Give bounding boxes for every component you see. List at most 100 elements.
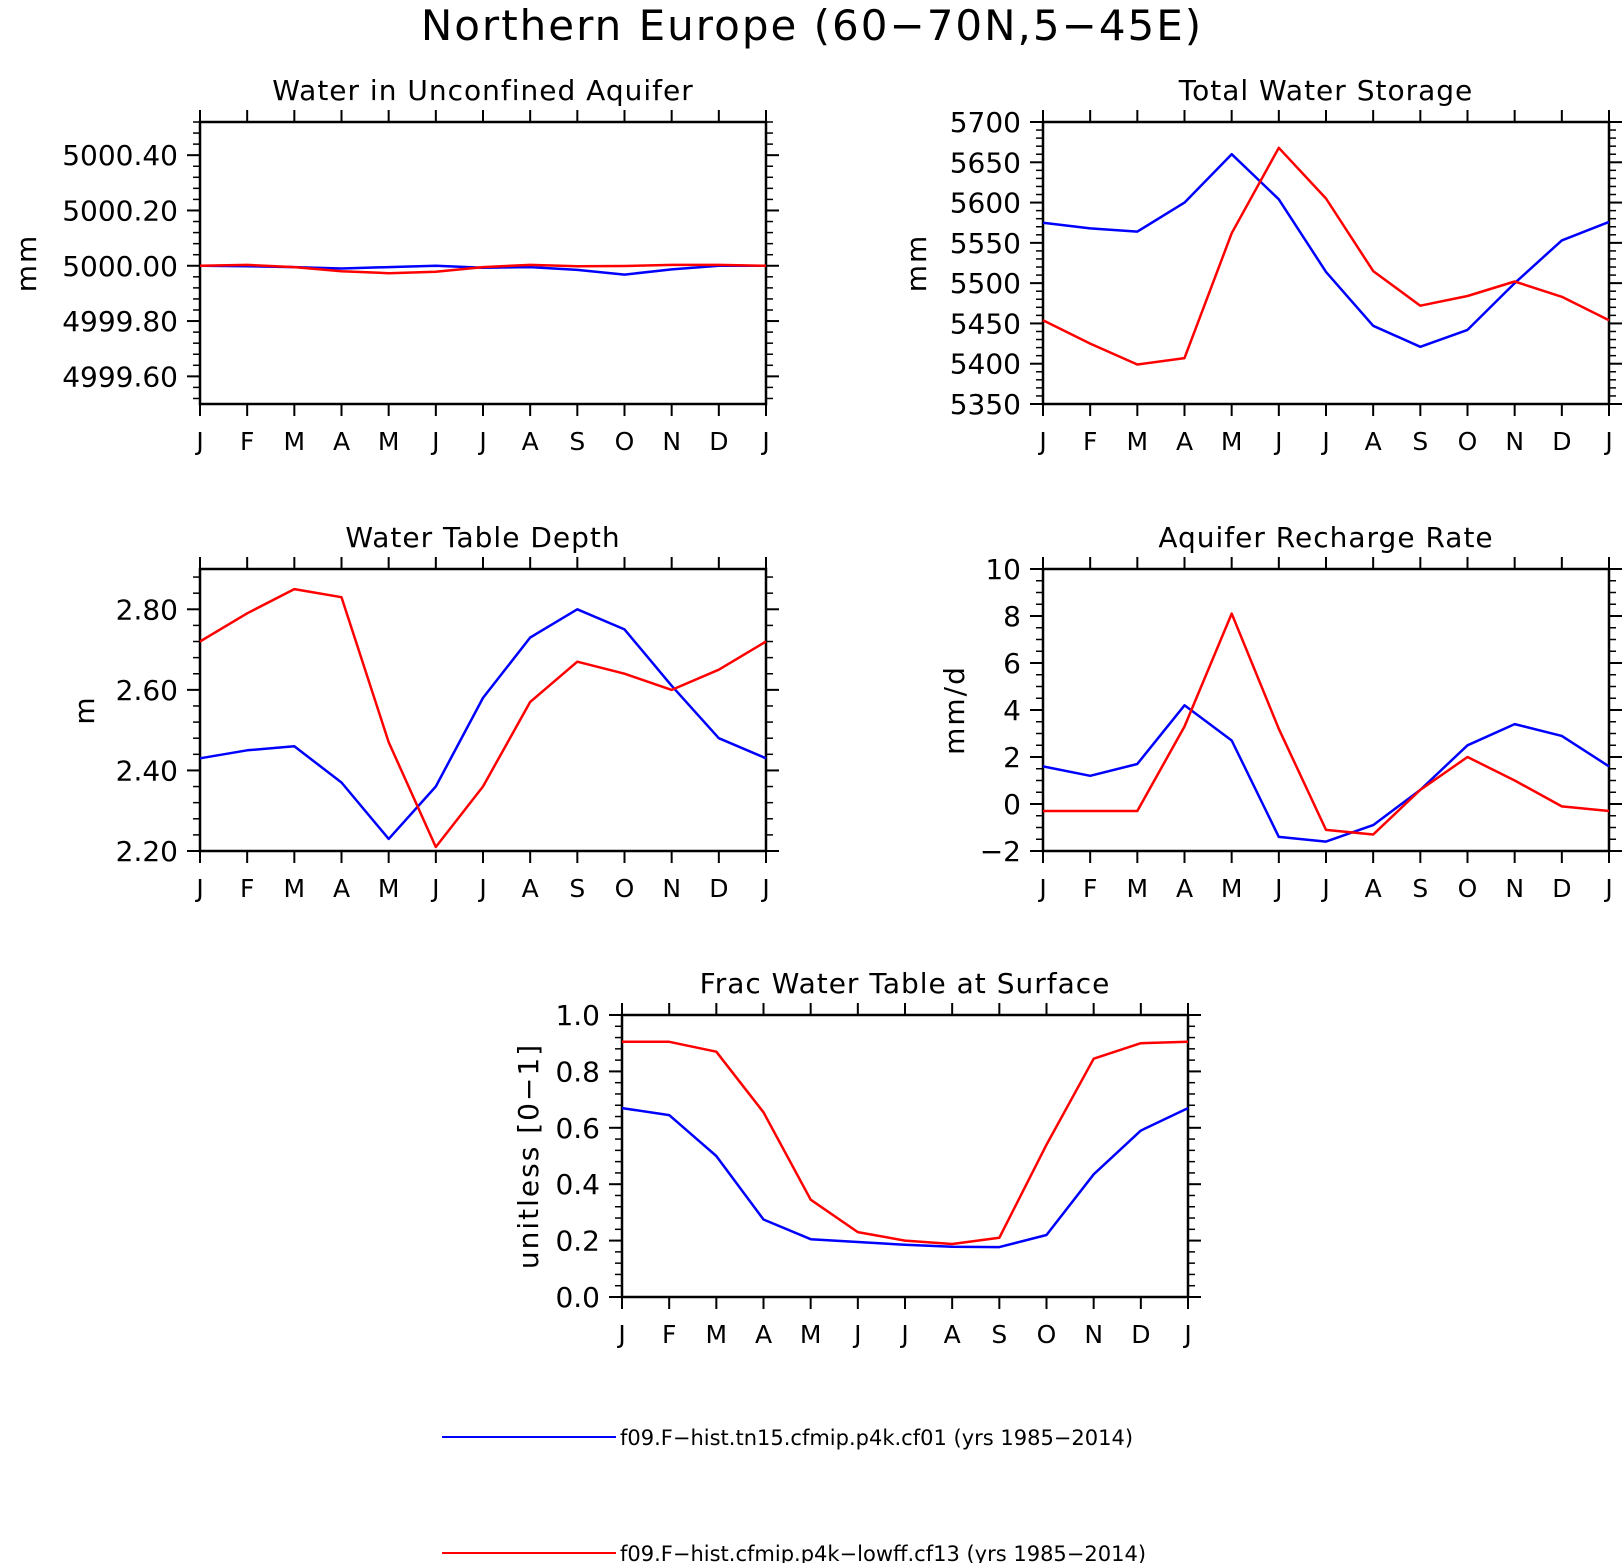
figure-title: Northern Europe (60−70N,5−45E): [421, 1, 1203, 50]
x-tick-label: N: [662, 427, 681, 456]
y-tick-label: −2: [980, 835, 1021, 868]
legend: f09.F−hist.tn15.cfmip.p4k.cf01 (yrs 1985…: [442, 1426, 1146, 1563]
x-tick-label: J: [430, 874, 439, 903]
y-tick-label: 0.6: [555, 1112, 600, 1145]
x-tick-label: F: [662, 1320, 676, 1349]
y-tick-label: 5650: [950, 146, 1021, 179]
y-tick-label: 1.0: [555, 999, 600, 1032]
y-tick-label: 0.4: [555, 1168, 600, 1201]
x-tick-label: S: [569, 874, 585, 903]
y-tick-label: 5500: [950, 267, 1021, 300]
series-line-1: [621, 1106, 1189, 1249]
x-tick-label: A: [755, 1320, 772, 1349]
x-tick-label: J: [1273, 427, 1282, 456]
series-line-2: [1043, 612, 1610, 836]
x-tick-label: J: [1603, 874, 1612, 903]
x-tick-label: D: [1131, 1320, 1150, 1349]
y-tick-label: 5450: [950, 307, 1021, 340]
panel-1: J F M A M J J A S O N D J5000.405000.205000.004999.8…: [10, 74, 779, 456]
x-tick-label: O: [1458, 427, 1478, 456]
x-tick-label: M: [378, 874, 400, 903]
plot-frame: [1041, 120, 1611, 406]
y-axis-label: mm: [900, 234, 933, 293]
x-tick-label: J: [1037, 874, 1046, 903]
x-tick-label: J: [616, 1320, 625, 1349]
x-tick-label: J: [1320, 874, 1329, 903]
x-tick-label: J: [1182, 1320, 1191, 1349]
x-tick-label: A: [1365, 874, 1382, 903]
x-tick-label: J: [760, 874, 769, 903]
x-tick-label: O: [615, 874, 635, 903]
y-tick-label: 0.8: [555, 1055, 600, 1088]
y-tick-label: 5350: [950, 388, 1021, 421]
x-tick-label: F: [240, 427, 254, 456]
series-line-2: [199, 587, 767, 849]
x-tick-label: M: [1221, 427, 1243, 456]
panel-title: Aquifer Recharge Rate: [1158, 521, 1493, 554]
x-tick-label: J: [430, 427, 439, 456]
plot-frame: [620, 1013, 1190, 1299]
x-tick-label: J: [1603, 427, 1612, 456]
plot-frame: [198, 567, 768, 853]
legend-label-2: f09.F−hist.cfmip.p4k−lowff.cf13 (yrs 198…: [620, 1542, 1146, 1563]
x-tick-label: J: [194, 427, 203, 456]
y-tick-label: 5000.00: [62, 250, 178, 283]
x-tick-label: J: [1273, 874, 1282, 903]
x-tick-label: F: [1083, 874, 1097, 903]
y-tick-label: 0.2: [555, 1225, 600, 1258]
y-tick-label: 5000.40: [62, 139, 178, 172]
plot-frame: [198, 120, 768, 406]
x-tick-label: F: [240, 874, 254, 903]
series-line-1: [1042, 704, 1610, 843]
x-tick-label: A: [333, 874, 350, 903]
x-tick-label: M: [284, 874, 306, 903]
panel-title: Total Water Storage: [1178, 74, 1474, 107]
x-tick-label: O: [1458, 874, 1478, 903]
series-line-2: [622, 1040, 1189, 1246]
x-tick-label: N: [662, 874, 681, 903]
x-tick-label: F: [1083, 427, 1097, 456]
y-tick-label: 2.40: [116, 754, 178, 787]
y-tick-label: 6: [1003, 647, 1021, 680]
x-tick-label: S: [1412, 427, 1428, 456]
y-tick-label: 8: [1003, 600, 1021, 633]
x-tick-label: S: [569, 427, 585, 456]
x-tick-label: N: [1505, 427, 1524, 456]
y-tick-label: 2: [1003, 741, 1021, 774]
x-tick-label: M: [1127, 427, 1149, 456]
y-axis-label: mm/d: [938, 665, 971, 755]
x-tick-label: S: [1412, 874, 1428, 903]
x-tick-label: J: [1037, 427, 1046, 456]
x-tick-label: J: [477, 874, 486, 903]
plot-frame: [1041, 567, 1611, 853]
panels-container: J F M A M J J A S O N D J5000.405000.205000.004999.8…: [10, 74, 1622, 1349]
y-axis-label: mm: [10, 234, 43, 293]
y-tick-label: 4999.60: [62, 360, 178, 393]
series-line-2: [1042, 146, 1610, 366]
x-tick-label: A: [1365, 427, 1382, 456]
x-tick-label: M: [706, 1320, 728, 1349]
x-tick-label: J: [194, 874, 203, 903]
x-tick-label: M: [378, 427, 400, 456]
x-tick-label: D: [709, 427, 728, 456]
y-tick-label: 5400: [950, 348, 1021, 381]
y-tick-label: 10: [985, 553, 1021, 586]
x-tick-label: M: [800, 1320, 822, 1349]
x-tick-label: J: [760, 427, 769, 456]
x-tick-label: J: [852, 1320, 861, 1349]
y-tick-label: 4: [1003, 694, 1021, 727]
y-tick-label: 2.80: [116, 593, 178, 626]
x-tick-label: J: [1320, 427, 1329, 456]
panel-2: J F M A M J J A S O N D J570056505600555055005450540…: [900, 74, 1622, 456]
y-tick-label: 5700: [950, 106, 1021, 139]
x-tick-label: N: [1505, 874, 1524, 903]
x-tick-label: D: [1552, 874, 1571, 903]
x-tick-label: J: [899, 1320, 908, 1349]
x-tick-label: D: [1552, 427, 1571, 456]
y-axis-label: m: [68, 695, 101, 724]
x-tick-label: S: [991, 1320, 1007, 1349]
x-tick-label: A: [333, 427, 350, 456]
legend-label-1: f09.F−hist.tn15.cfmip.p4k.cf01 (yrs 1985…: [620, 1426, 1133, 1450]
